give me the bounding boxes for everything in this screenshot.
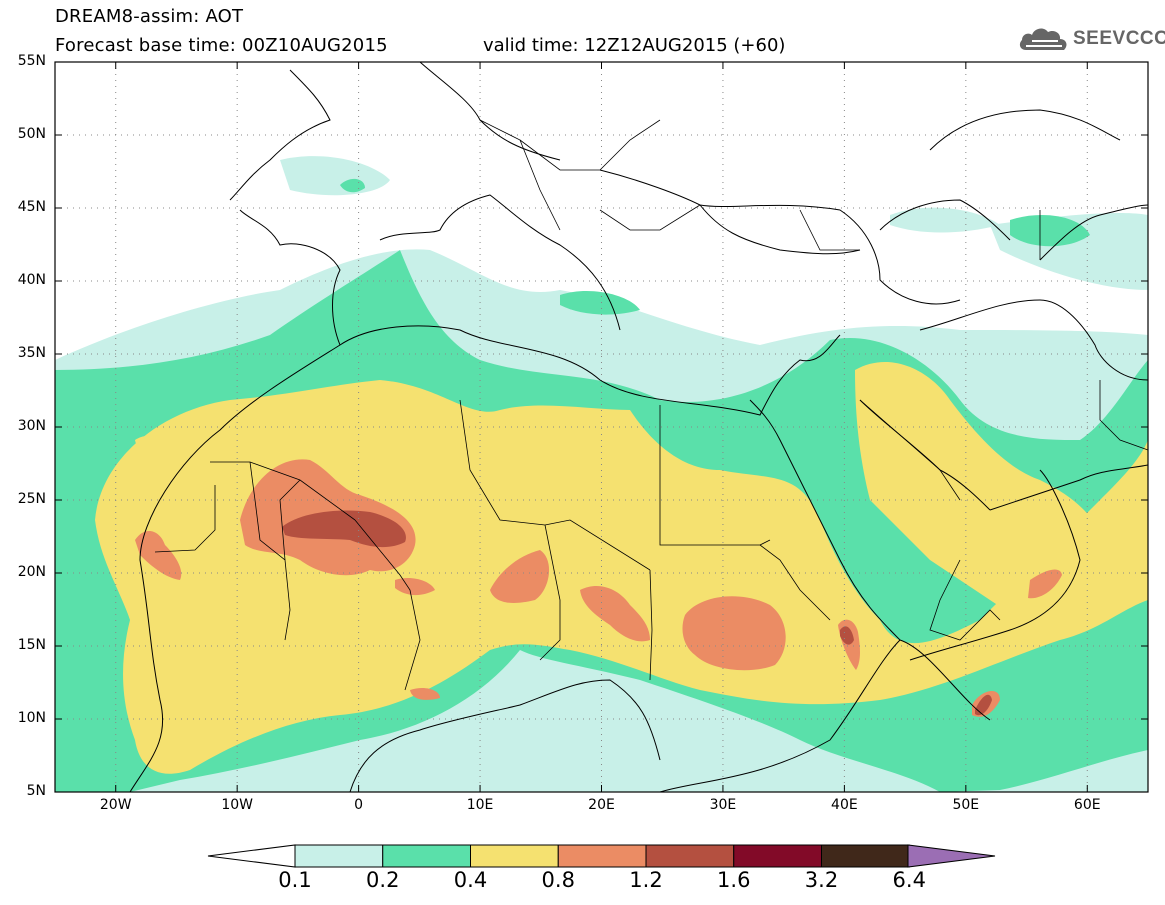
colorbar-label: 1.2 (629, 868, 663, 892)
seevccc-logo: SEEVCCC (1018, 24, 1165, 54)
lat-label: 5N (26, 783, 46, 799)
colorbar (207, 844, 996, 868)
colorbar-over-arrow (907, 844, 996, 868)
lat-label: 15N (17, 637, 46, 653)
lon-label: 50E (952, 797, 980, 813)
lat-label: 10N (17, 710, 46, 726)
logo-text: SEEVCCC (1073, 28, 1165, 49)
colorbar-box (557, 844, 647, 868)
lat-label: 45N (17, 199, 46, 215)
borders (154, 119, 1148, 691)
lat-label: 35N (17, 345, 46, 361)
map-title: DREAM8-assim: AOT (55, 6, 244, 27)
lon-label: 20E (588, 797, 615, 813)
aot-field (55, 156, 1148, 792)
axis-ticks (55, 61, 1148, 793)
lat-label: 25N (17, 491, 46, 507)
colorbar-box (733, 844, 822, 868)
colorbar-box (382, 844, 471, 868)
colorbar-label: 0.8 (541, 868, 575, 892)
lon-label: 10W (221, 797, 253, 813)
lon-label: 30E (709, 797, 737, 813)
aot-band-1-2 (282, 510, 992, 716)
forecast-base-time: Forecast base time: 00Z10AUG2015 (55, 35, 388, 56)
colorbar-label: 0.2 (366, 868, 400, 892)
colorbar-label: 0.1 (278, 868, 312, 892)
lon-label: 40E (831, 797, 858, 813)
graticule (55, 62, 1148, 792)
colorbar-box (645, 844, 735, 868)
lon-label: 20W (99, 797, 132, 813)
lat-label: 30N (17, 418, 46, 434)
lon-label: 60E (1073, 797, 1101, 813)
colorbar-label: 3.2 (804, 868, 839, 892)
colorbar-box (470, 844, 559, 868)
lon-label: 0 (354, 797, 364, 813)
colorbar-label: 1.6 (717, 868, 751, 892)
colorbar-boxes (294, 844, 910, 868)
colorbar-box (821, 844, 910, 868)
colorbar-box (294, 844, 384, 868)
lat-label: 40N (17, 272, 46, 288)
lat-label: 55N (17, 53, 46, 69)
aot-band-0-4 (95, 361, 1148, 774)
lat-label: 20N (17, 564, 46, 580)
colorbar-label: 6.4 (892, 868, 926, 892)
cloud-icon (1019, 28, 1067, 50)
lon-label: 10E (466, 797, 494, 813)
colorbar-under-arrow (207, 844, 296, 868)
colorbar-label: 0.4 (453, 868, 488, 892)
valid-time: valid time: 12Z12AUG2015 (+60) (483, 35, 786, 56)
lat-label: 50N (17, 126, 46, 142)
